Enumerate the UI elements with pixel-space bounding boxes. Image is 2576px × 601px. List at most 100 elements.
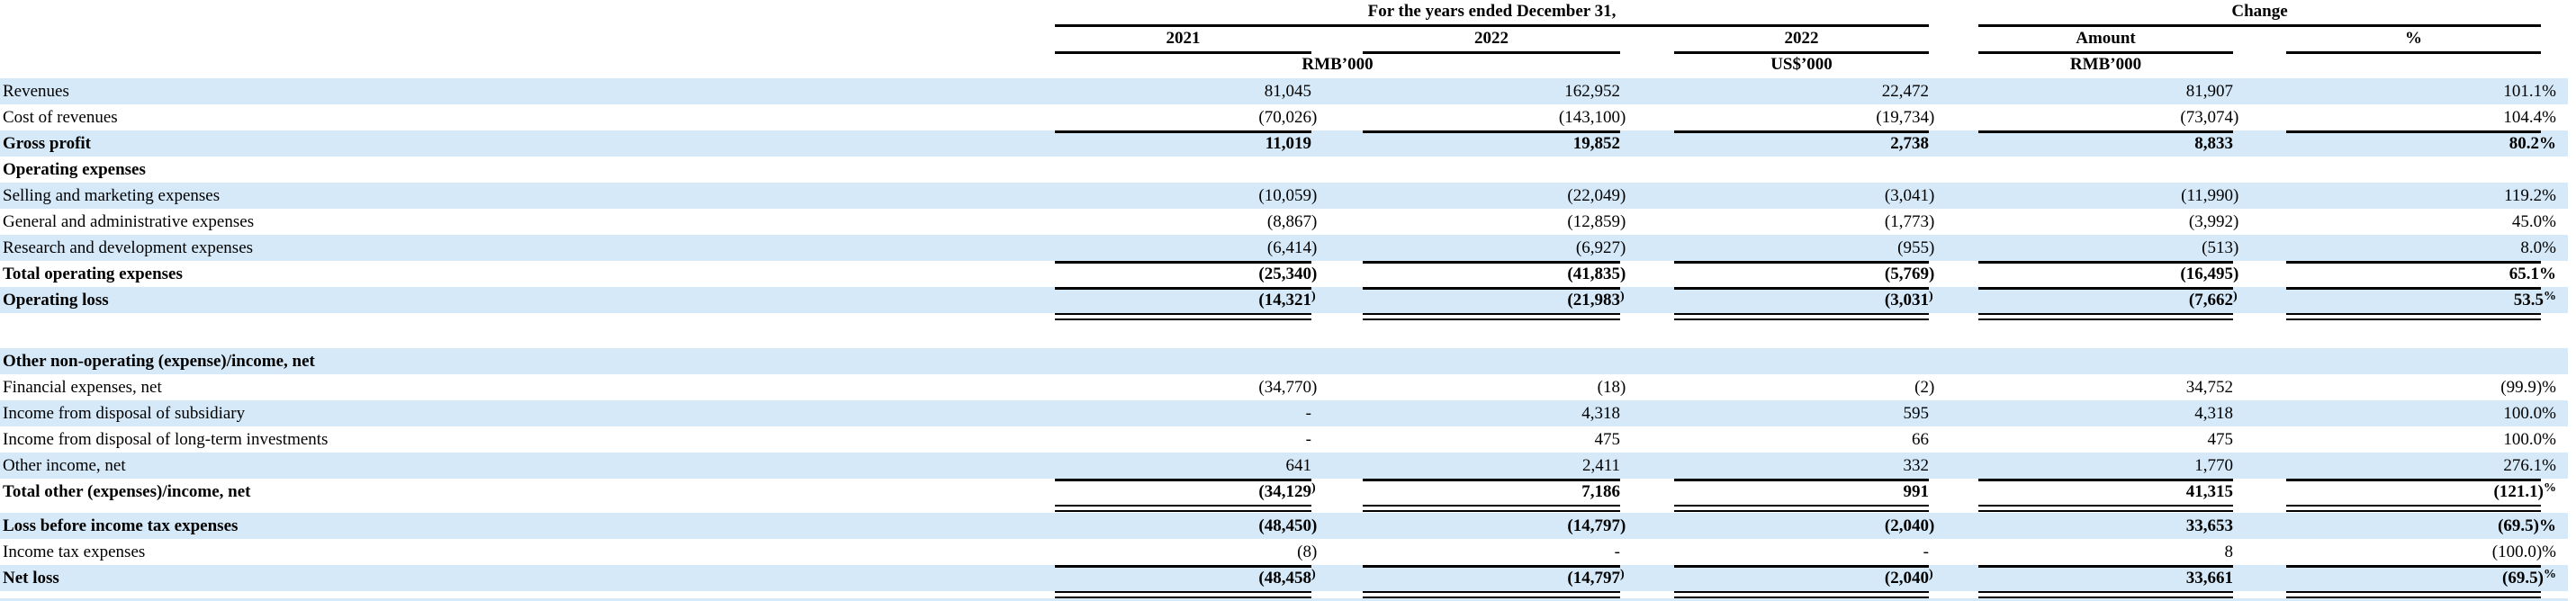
- cell-change-pct: 100.0%: [2503, 404, 2556, 423]
- cell-change-pct: 53.5%: [2286, 287, 2556, 313]
- cell-2021-rmb: [1055, 348, 1311, 374]
- column-header-2021: 2021: [1055, 27, 1311, 54]
- cell-2022-rmb: 162,952: [1564, 82, 1620, 101]
- double-rule: [2286, 591, 2541, 598]
- cell-2021-rmb: (34,770): [1258, 378, 1318, 397]
- cell-2022-rmb: 7,186: [1363, 479, 1620, 505]
- units-rmb-change: RMB’000: [2069, 55, 2142, 74]
- cell-change-amount: 475: [2207, 430, 2234, 449]
- cell-change-pct: (69.5)%: [2498, 516, 2556, 535]
- double-rule: [1674, 313, 1929, 320]
- cell-2022-rmb: [1363, 348, 1620, 374]
- cell-2022-usd: 22,472: [1881, 82, 1929, 101]
- header-spacer: [0, 54, 1055, 78]
- table-row-operating-expenses-header: Operating expenses: [0, 157, 2568, 183]
- cell-2022-usd: 2,738: [1674, 130, 1929, 157]
- table-row-other-nonoperating-header: Other non-operating (expense)/income, ne…: [0, 348, 2568, 374]
- cell-2022-rmb: (14,797): [1363, 565, 1625, 591]
- column-header-2022-usd: 2022: [1674, 27, 1929, 54]
- cell-change-pct: (100.0)%: [2491, 543, 2556, 561]
- cell-2022-rmb: (12,859): [1567, 212, 1626, 231]
- units-rmb-years: RMB’000: [1302, 55, 1374, 74]
- cell-2022-rmb: (18): [1597, 378, 1626, 397]
- double-rule: [2286, 313, 2541, 320]
- row-label: Total operating expenses: [3, 265, 183, 283]
- cell-change-pct: (99.9)%: [2500, 378, 2556, 397]
- cell-change-pct: 65.1%: [2286, 261, 2556, 287]
- cell-change-amount: 34,752: [2185, 378, 2233, 397]
- table-header-column-row: 2021 2022 2022 Amount %: [0, 27, 2568, 54]
- cell-change-amount: 81,907: [2185, 82, 2233, 101]
- row-label: Total other (expenses)/income, net: [3, 482, 251, 501]
- cell-change-amount: [1978, 348, 2233, 374]
- table-row-net-loss: Net loss (48,458) (14,797) (2,040) 33,66…: [0, 565, 2568, 591]
- column-gap: [1311, 27, 1363, 54]
- cell-2022-rmb: (143,100): [1558, 108, 1626, 127]
- cell-change-pct: (121.1)%: [2286, 479, 2556, 505]
- cell-change-amount: (73,074): [2180, 108, 2239, 127]
- table-row-income-tax: Income tax expenses (8) - - 8 (100.0)%: [0, 539, 2568, 565]
- cell-change-pct: 101.1%: [2503, 82, 2556, 101]
- row-label: Gross profit: [3, 134, 91, 153]
- cell-2022-usd: (2,040): [1884, 516, 1935, 535]
- cell-change-pct: 45.0%: [2511, 212, 2556, 231]
- table-row-general-administrative: General and administrative expenses (8,8…: [0, 209, 2568, 235]
- cell-change-amount: 8,833: [1978, 130, 2233, 157]
- cell-2022-rmb: (14,797): [1567, 516, 1626, 535]
- table-row-financial-expenses: Financial expenses, net (34,770) (18) (2…: [0, 374, 2568, 400]
- double-rule: [1055, 505, 1311, 512]
- double-rule: [1363, 505, 1620, 512]
- cell-2022-usd: [1674, 157, 1929, 183]
- cell-change-amount: (11,990): [2181, 186, 2239, 205]
- table-row-gross-profit: Gross profit 11,019 19,852 2,738 8,833 8…: [0, 130, 2568, 157]
- cell-2022-rmb: 2,411: [1581, 456, 1620, 475]
- cell-2021-rmb: 11,019: [1055, 130, 1311, 157]
- cell-2022-usd: 595: [1903, 404, 1930, 423]
- column-header-2022-rmb: 2022: [1363, 27, 1620, 54]
- cell-2022-rmb: (21,983): [1363, 287, 1625, 313]
- units-usd: US$’000: [1770, 55, 1833, 74]
- cell-change-pct: [2286, 157, 2556, 183]
- cell-2022-rmb: [1363, 157, 1620, 183]
- table-row-other-income: Other income, net 641 2,411 332 1,770 27…: [0, 453, 2568, 479]
- row-label: Operating expenses: [3, 160, 146, 179]
- cell-change-pct: 80.2%: [2286, 130, 2556, 157]
- cell-change-pct: (69.5)%: [2286, 565, 2556, 591]
- table-row-total-other: Total other (expenses)/income, net (34,1…: [0, 479, 2568, 505]
- double-rule-row: [0, 591, 2568, 598]
- cell-2022-rmb: 19,852: [1363, 130, 1620, 157]
- cell-2022-usd: 332: [1903, 456, 1930, 475]
- column-gap: [1620, 27, 1674, 54]
- cell-change-amount: 41,315: [1978, 479, 2233, 505]
- table-header-units-row: RMB’000 US$’000 RMB’000: [0, 54, 2568, 78]
- blank-row: [0, 321, 2568, 348]
- row-label: Other income, net: [3, 456, 126, 475]
- cell-2022-rmb: (6,927): [1575, 238, 1626, 257]
- cell-change-pct: 8.0%: [2520, 238, 2556, 257]
- cell-change-pct: 104.4%: [2503, 108, 2556, 127]
- row-label: Revenues: [3, 82, 69, 101]
- double-rule: [1363, 591, 1620, 598]
- cell-2021-rmb: 641: [1285, 456, 1312, 475]
- double-rule: [1055, 591, 1311, 598]
- table-header-group-row: For the years ended December 31, Change: [0, 0, 2568, 27]
- table-row-total-operating-expenses: Total operating expenses (25,340) (41,83…: [0, 261, 2568, 287]
- cell-change-amount: 33,661: [1978, 565, 2233, 591]
- column-gap: [1620, 54, 1674, 78]
- cell-2022-usd: (2): [1914, 378, 1935, 397]
- table-row-operating-loss: Operating loss (14,321) (21,983) (3,031)…: [0, 287, 2568, 313]
- cell-change-amount: 1,770: [2194, 456, 2233, 475]
- row-label: Financial expenses, net: [3, 378, 162, 397]
- cell-2021-rmb: (6,414): [1266, 238, 1318, 257]
- cell-2022-usd: (2,040): [1674, 565, 1933, 591]
- double-rule: [1674, 591, 1929, 598]
- cell-2021-rmb: (48,450): [1258, 516, 1318, 535]
- cell-2022-rmb: -: [1614, 543, 1620, 561]
- double-rule-row: [0, 313, 2568, 321]
- column-gap: [1929, 0, 1978, 27]
- cell-2022-usd: (1,773): [1884, 212, 1935, 231]
- row-label: Operating loss: [3, 291, 109, 309]
- table-row-income-disposal-longterm: Income from disposal of long-term invest…: [0, 426, 2568, 453]
- double-rule: [1674, 505, 1929, 512]
